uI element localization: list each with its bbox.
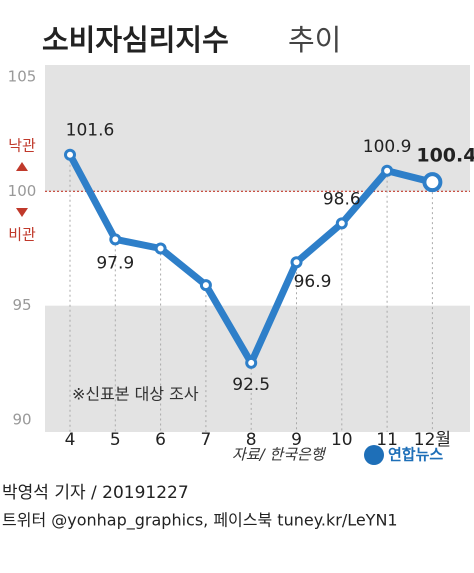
note: ※신표본 대상 조사: [72, 385, 199, 404]
agency: 연합뉴스: [388, 446, 443, 464]
y-tick-label: 95: [12, 296, 31, 314]
marker: [154, 242, 167, 255]
chart-title: 소비자심리지수: [42, 23, 229, 57]
up-arrow: [16, 162, 28, 171]
x-tick-label: 7: [200, 430, 211, 450]
x-tick-label: 10: [331, 430, 353, 450]
plot-area: 90 95 100 105 4 5 6 7 8 9 10 11 12월 101.6 97.9 92.5 96.9…: [8, 65, 474, 450]
marker: [422, 172, 443, 193]
marker: [381, 164, 394, 177]
x-tick-label: 6: [155, 430, 166, 450]
data-label: 100.4: [416, 145, 474, 167]
data-label: 96.9: [294, 272, 332, 292]
marker: [64, 148, 76, 161]
y-tick-label: 90: [12, 411, 31, 429]
marker: [245, 356, 258, 369]
marker: [290, 256, 303, 269]
x-tick-label: 12월: [414, 430, 451, 450]
x-tick-label: 11: [376, 430, 398, 450]
down-arrow: [16, 208, 28, 217]
optimism-label: 낙관: [8, 137, 36, 155]
marker: [335, 217, 348, 230]
data-label: 92.5: [232, 375, 270, 395]
marker: [109, 233, 122, 246]
data-label: 98.6: [323, 189, 361, 209]
band: [45, 191, 470, 306]
x-tick-label: 4: [65, 430, 76, 450]
pessimism-label: 비관: [8, 226, 36, 244]
footer: 트위터 @yonhap_graphics, 페이스북 tuney.kr/LeYN…: [2, 511, 398, 531]
data-label: 101.6: [66, 121, 115, 141]
x-tick-label: 9: [291, 430, 302, 450]
byline: 박영석 기자 / 20191227: [2, 483, 189, 503]
data-label: 100.9: [363, 137, 412, 157]
chart-subtitle: 추이: [288, 23, 341, 57]
data-label: 97.9: [96, 253, 134, 273]
source: 자료/ 한국은행: [232, 446, 327, 464]
marker: [199, 279, 212, 292]
x-tick-label: 5: [110, 430, 121, 450]
x-tick-label: 8: [246, 430, 257, 450]
y-tick-label: 105: [8, 68, 37, 86]
agency-logo: [364, 445, 384, 465]
y-tick-label: 100: [8, 182, 37, 200]
